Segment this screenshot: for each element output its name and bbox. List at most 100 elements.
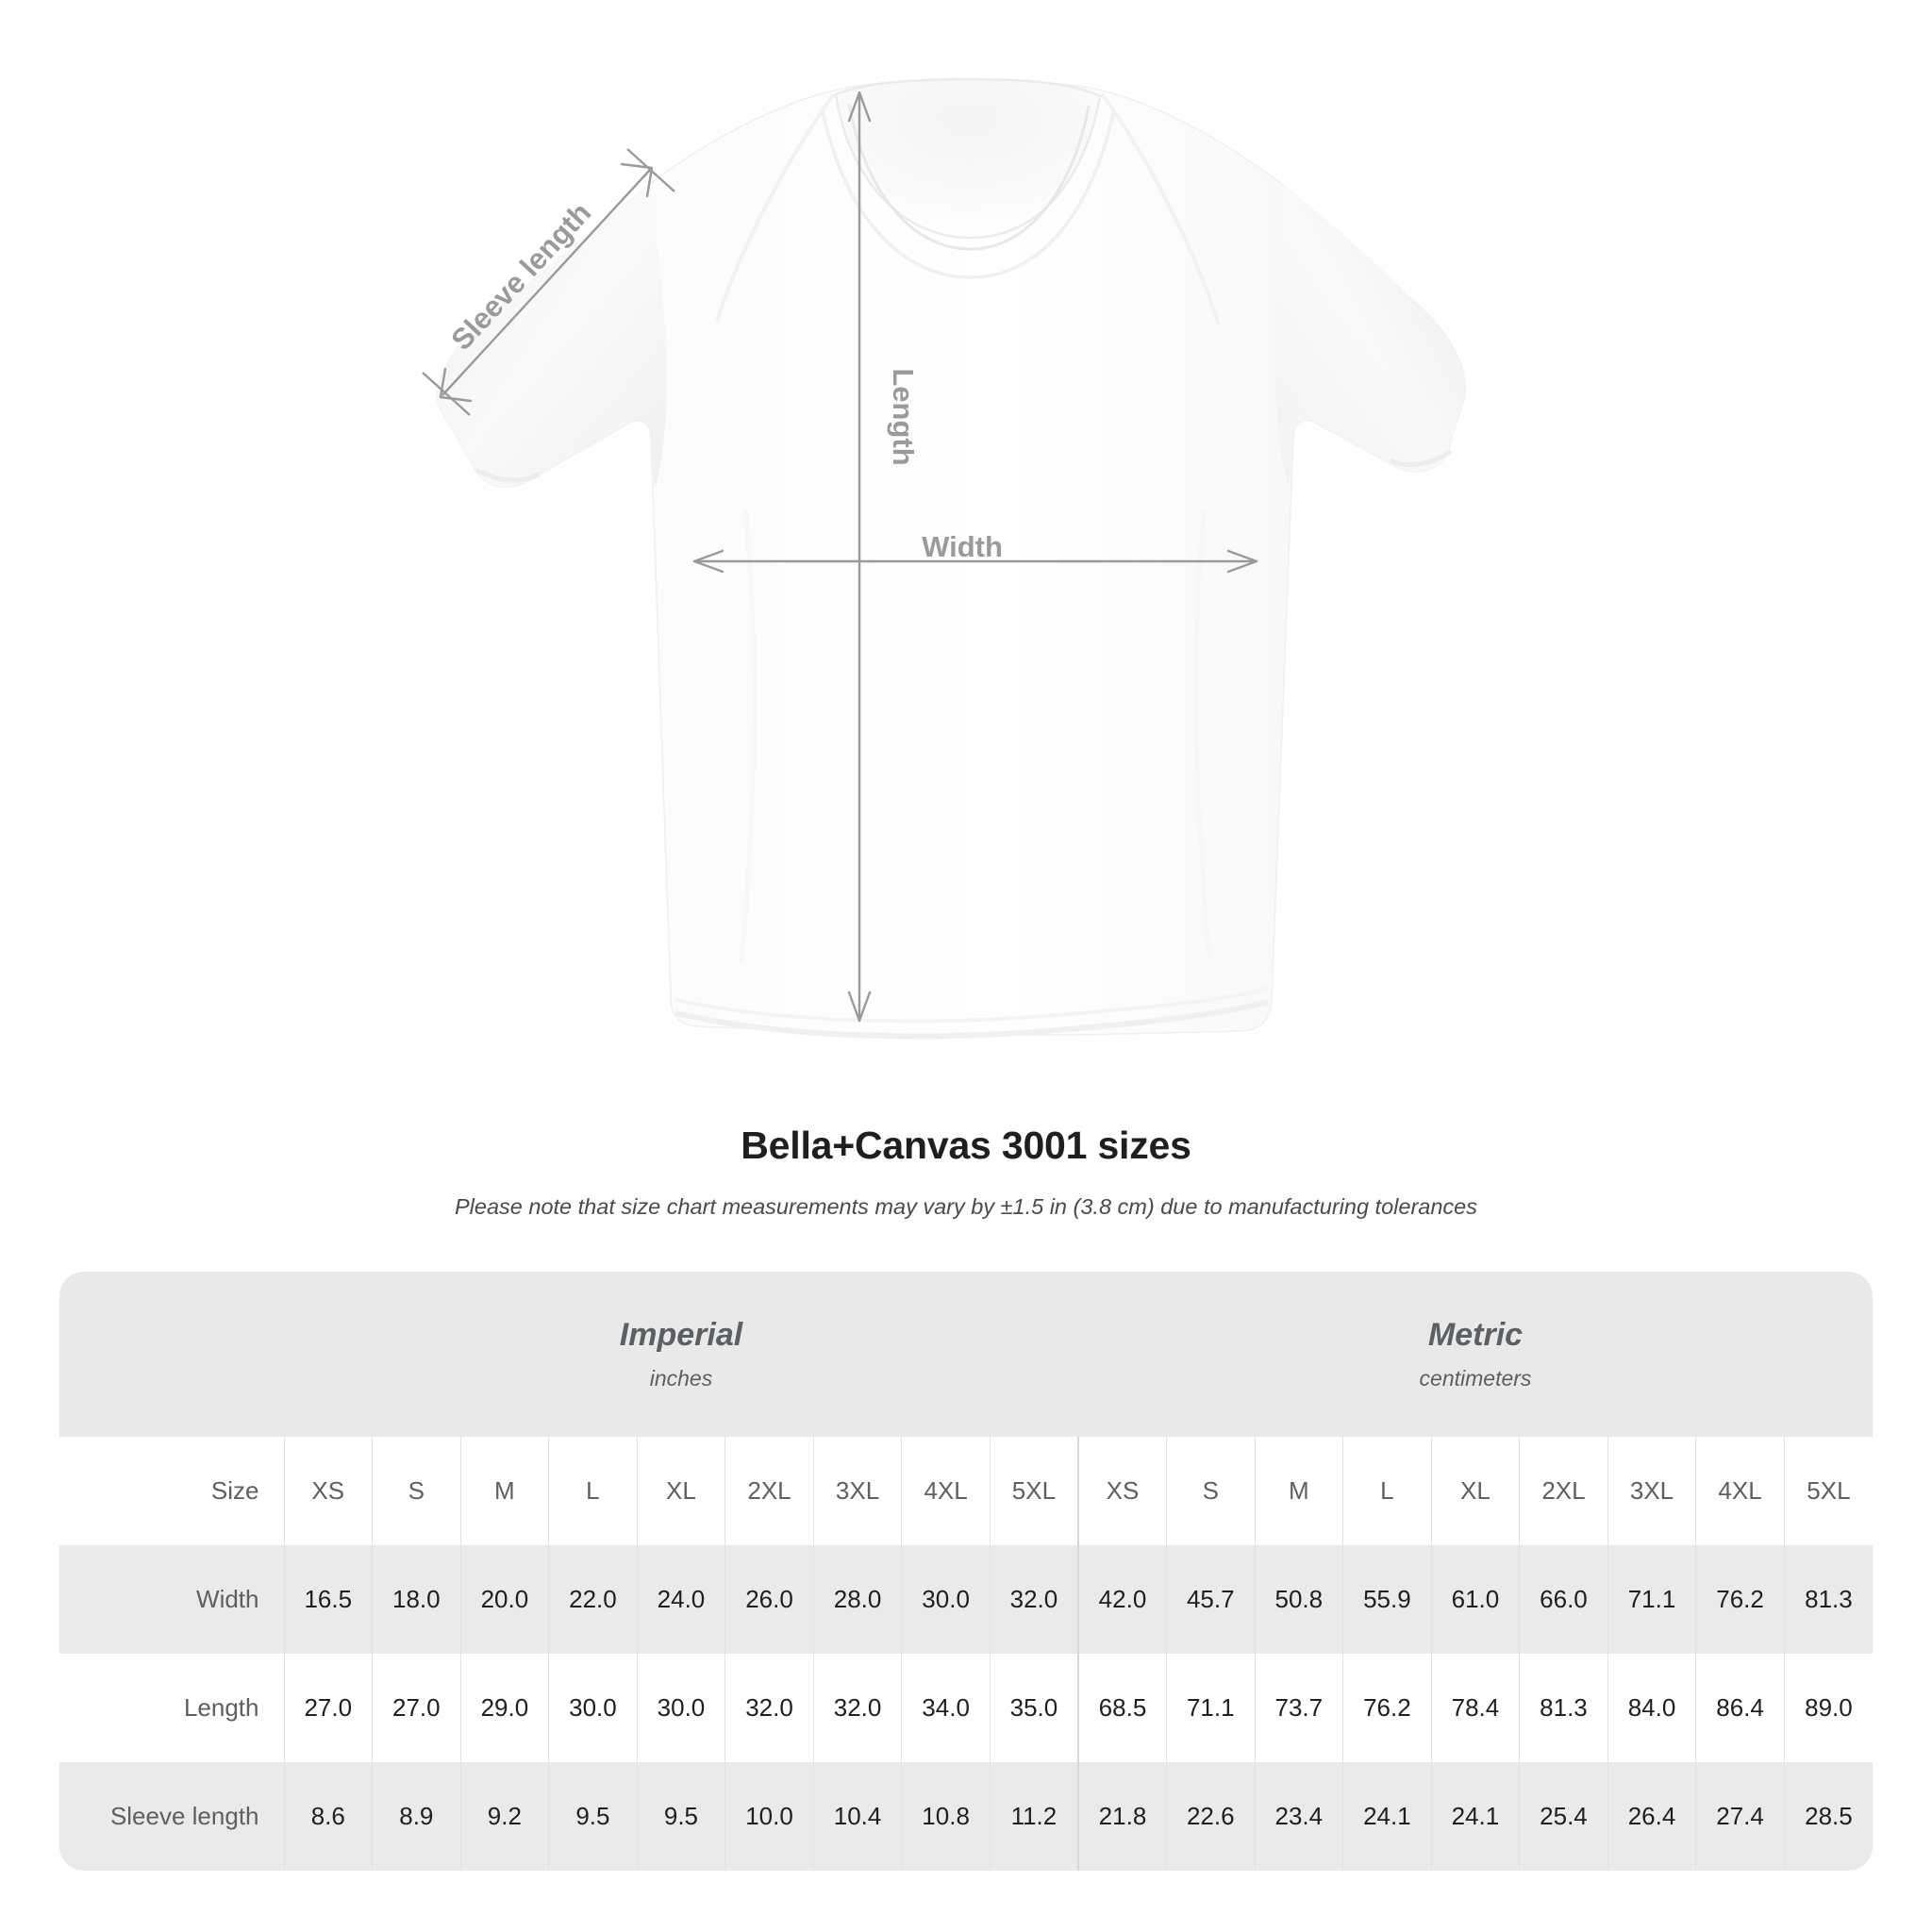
size-header-imperial-3xl: 3XL — [812, 1437, 902, 1545]
cell-width-metric-4xl: 76.2 — [1695, 1545, 1785, 1654]
cell-width-metric-2xl: 66.0 — [1519, 1545, 1608, 1654]
cell-length-metric-5xl: 89.0 — [1783, 1654, 1873, 1762]
size-row-label: Size — [59, 1437, 284, 1545]
cell-sleeve-length-metric-3xl: 26.4 — [1607, 1762, 1696, 1871]
size-header-imperial-xl: XL — [636, 1437, 725, 1545]
cell-sleeve-length-imperial-3xl: 10.4 — [812, 1762, 902, 1871]
cell-width-metric-5xl: 81.3 — [1783, 1545, 1873, 1654]
cell-width-metric-xs: 42.0 — [1076, 1545, 1167, 1654]
size-header-imperial-l: L — [548, 1437, 638, 1545]
right-sleeve-shading — [1274, 185, 1466, 491]
cell-length-metric-l: 76.2 — [1342, 1654, 1432, 1762]
bottom-hem — [675, 999, 1269, 1040]
cell-width-imperial-xs: 16.5 — [283, 1545, 373, 1654]
cell-sleeve-length-metric-xs: 21.8 — [1076, 1762, 1167, 1871]
left-shoulder-seam — [715, 92, 836, 322]
cell-sleeve-length-metric-s: 22.6 — [1166, 1762, 1256, 1871]
cell-length-metric-xl: 78.4 — [1430, 1654, 1520, 1762]
cell-width-metric-xl: 61.0 — [1430, 1545, 1520, 1654]
size-header-metric-4xl: 4XL — [1695, 1437, 1785, 1545]
tolerance-note: Please note that size chart measurements… — [455, 1194, 1477, 1220]
cell-length-imperial-4xl: 34.0 — [901, 1654, 991, 1762]
cell-length-imperial-m: 29.0 — [459, 1654, 549, 1762]
chart-caption: Bella+Canvas 3001 sizes Please note that… — [0, 1123, 1932, 1222]
size-header-imperial-5xl: 5XL — [989, 1437, 1078, 1545]
size-header-metric-xl: XL — [1430, 1437, 1520, 1545]
cell-length-imperial-3xl: 32.0 — [812, 1654, 902, 1762]
row-label-length: Length — [59, 1654, 284, 1762]
fabric-fold-right — [1193, 508, 1212, 963]
cell-sleeve-length-imperial-s: 8.9 — [372, 1762, 461, 1871]
size-header-imperial-4xl: 4XL — [901, 1437, 991, 1545]
size-chart-table-container: Imperial inches Metric centimeters Size XS S M L… — [59, 1272, 1873, 1871]
size-header-row: Size XS S M L XL 2XL 3XL 4XL 5XL XS S M L XL 2XL 3XL 4XL 5… — [59, 1437, 1873, 1545]
unit-subtitle: inches — [649, 1365, 713, 1391]
right-sleeve-hem — [1389, 448, 1453, 468]
size-chart-table: Imperial inches Metric centimeters Size XS S M L… — [59, 1272, 1873, 1871]
measurement-annotations — [422, 91, 1258, 1023]
cell-width-metric-3xl: 71.1 — [1607, 1545, 1696, 1654]
cell-length-imperial-xl: 30.0 — [636, 1654, 725, 1762]
unit-subtitle: centimeters — [1419, 1365, 1532, 1391]
cell-sleeve-length-metric-m: 23.4 — [1254, 1762, 1343, 1871]
cell-width-imperial-2xl: 26.0 — [724, 1545, 814, 1654]
cell-width-imperial-s: 18.0 — [372, 1545, 461, 1654]
right-shoulder-seam — [1100, 92, 1221, 325]
cell-width-metric-m: 50.8 — [1254, 1545, 1343, 1654]
cell-sleeve-length-imperial-xl: 9.5 — [636, 1762, 725, 1871]
cell-width-imperial-3xl: 28.0 — [812, 1545, 902, 1654]
cell-sleeve-length-imperial-5xl: 11.2 — [989, 1762, 1078, 1871]
cell-length-metric-2xl: 81.3 — [1519, 1654, 1608, 1762]
size-header-imperial-s: S — [372, 1437, 461, 1545]
sleeve-length-dimension-arrow — [422, 148, 675, 416]
cell-width-metric-l: 55.9 — [1342, 1545, 1432, 1654]
unit-band-row: Imperial inches Metric centimeters — [59, 1272, 1873, 1437]
cell-width-imperial-4xl: 30.0 — [901, 1545, 991, 1654]
cell-sleeve-length-metric-5xl: 28.5 — [1783, 1762, 1873, 1871]
cell-sleeve-length-imperial-l: 9.5 — [548, 1762, 638, 1871]
size-header-imperial-2xl: 2XL — [724, 1437, 814, 1545]
cell-length-metric-m: 73.7 — [1254, 1654, 1343, 1762]
size-header-metric-5xl: 5XL — [1783, 1437, 1873, 1545]
size-header-imperial-m: M — [459, 1437, 549, 1545]
collar-inner-edge — [847, 103, 1091, 251]
cell-length-imperial-2xl: 32.0 — [724, 1654, 814, 1762]
size-header-metric-3xl: 3XL — [1607, 1437, 1696, 1545]
unit-name: Metric — [1427, 1317, 1524, 1354]
cell-length-imperial-l: 30.0 — [548, 1654, 638, 1762]
bottom-hem-stitch — [675, 987, 1269, 1024]
left-sleeve-shading — [437, 183, 667, 491]
cell-length-imperial-s: 27.0 — [372, 1654, 461, 1762]
row-label-sleeve-length: Sleeve length — [59, 1762, 284, 1871]
tshirt-illustration: Sleeve length Length Width — [422, 77, 1466, 1040]
cell-sleeve-length-imperial-xs: 8.6 — [283, 1762, 373, 1871]
cell-length-metric-xs: 68.5 — [1076, 1654, 1167, 1762]
table-row: Length 27.0 27.0 29.0 30.0 30.0 32.0 32.0 34.0 35… — [59, 1654, 1873, 1762]
size-header-imperial-xs: XS — [283, 1437, 373, 1545]
collar-outer-edge — [821, 110, 1115, 279]
left-sleeve-hem — [475, 467, 541, 483]
table-row: Sleeve length 8.6 8.9 9.2 9.5 9.5 10.0 10.4 10.8… — [59, 1762, 1873, 1871]
cell-sleeve-length-metric-4xl: 27.4 — [1695, 1762, 1785, 1871]
cell-width-imperial-5xl: 32.0 — [989, 1545, 1078, 1654]
fabric-fold-left — [739, 508, 758, 963]
cell-width-imperial-xl: 24.0 — [636, 1545, 725, 1654]
length-dimension-arrow — [847, 91, 872, 1023]
cell-sleeve-length-imperial-2xl: 10.0 — [724, 1762, 814, 1871]
cell-width-imperial-m: 20.0 — [459, 1545, 549, 1654]
cell-length-imperial-xs: 27.0 — [283, 1654, 373, 1762]
size-header-metric-2xl: 2XL — [1519, 1437, 1608, 1545]
cell-length-metric-4xl: 86.4 — [1695, 1654, 1785, 1762]
size-header-metric-s: S — [1166, 1437, 1256, 1545]
cell-sleeve-length-imperial-4xl: 10.8 — [901, 1762, 991, 1871]
cell-sleeve-length-metric-xl: 24.1 — [1430, 1762, 1520, 1871]
row-label-width: Width — [59, 1545, 284, 1654]
cell-length-metric-3xl: 84.0 — [1607, 1654, 1696, 1762]
garment-shape — [436, 77, 1466, 1040]
unit-band-spacer — [59, 1272, 284, 1437]
tshirt-diagram: Sleeve length Length Width — [422, 77, 1466, 1040]
table-row: Width 16.5 18.0 20.0 22.0 24.0 26.0 28.0 30.0 32.… — [59, 1545, 1873, 1654]
unit-header-imperial: Imperial inches — [284, 1272, 1078, 1437]
cell-width-metric-s: 45.7 — [1166, 1545, 1256, 1654]
unit-name: Imperial — [619, 1317, 743, 1354]
